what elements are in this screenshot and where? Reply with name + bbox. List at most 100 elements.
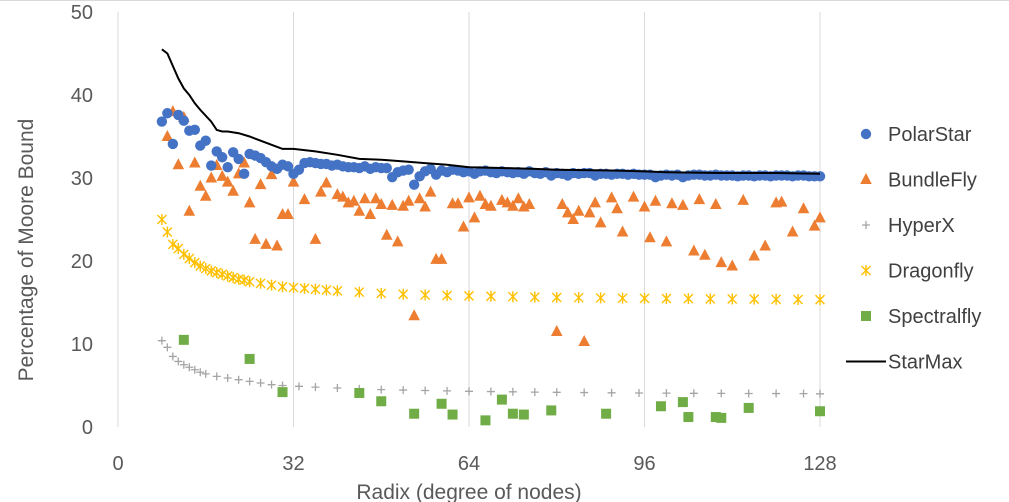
data-point-bundlefly [375, 198, 388, 210]
data-point-bundlefly [523, 198, 536, 210]
data-point-bundlefly [413, 192, 426, 204]
data-point-polarstar [167, 138, 179, 150]
data-point-hyperx [174, 357, 183, 366]
data-point-hyperx [157, 336, 166, 345]
data-point-hyperx [689, 389, 698, 398]
data-point-bundlefly [589, 196, 601, 208]
data-point-bundlefly [507, 199, 519, 211]
data-point-dragonfly [398, 288, 409, 300]
data-point-bundlefly [677, 198, 689, 210]
y-tick-label: 0 [82, 417, 93, 439]
data-point-spectralfly [677, 397, 688, 408]
data-point-polarstar [381, 162, 392, 174]
data-point-hyperx [421, 386, 430, 395]
data-point-spectralfly [409, 408, 420, 419]
data-point-polarstar [178, 115, 190, 126]
data-point-bundlefly [452, 197, 464, 209]
data-point-hyperx [212, 372, 221, 381]
data-point-spectralfly [447, 409, 458, 420]
data-point-dragonfly [529, 291, 540, 303]
data-point-hyperx [163, 343, 172, 352]
legend-swatch-polarstar [860, 128, 872, 140]
legend-item-dragonfly: Dragonfly [861, 261, 974, 283]
series-line-starmax [161, 48, 821, 175]
data-point-dragonfly [178, 248, 189, 260]
data-point-dragonfly [288, 282, 299, 294]
x-tick-label: 96 [633, 453, 655, 475]
data-point-dragonfly [705, 293, 716, 305]
data-point-spectralfly [376, 396, 387, 407]
data-point-bundlefly [260, 237, 272, 249]
data-point-hyperx [486, 387, 495, 396]
data-point-bundlefly [638, 200, 651, 212]
data-point-bundlefly [183, 204, 196, 216]
legend-item-starmax: StarMax [846, 352, 962, 374]
data-point-dragonfly [321, 284, 332, 296]
data-point-polarstar [217, 152, 228, 163]
legend-swatch-spectralfly [861, 311, 871, 321]
data-point-dragonfly [442, 289, 453, 301]
data-point-polarstar [238, 168, 250, 180]
data-point-dragonfly [617, 292, 628, 304]
data-point-bundlefly [249, 232, 261, 244]
data-point-spectralfly [655, 401, 666, 412]
data-point-spectralfly [277, 387, 288, 398]
legend-item-hyperx: HyperX [862, 215, 955, 237]
data-point-bundlefly [364, 208, 377, 220]
data-point-spectralfly [546, 405, 557, 416]
data-point-dragonfly [551, 292, 562, 304]
data-point-hyperx [607, 388, 616, 397]
data-point-bundlefly [353, 204, 366, 216]
data-point-bundlefly [424, 185, 437, 197]
data-point-hyperx [256, 379, 265, 388]
data-point-bundlefly [748, 249, 760, 261]
data-point-bundlefly [594, 216, 607, 228]
data-point-hyperx [580, 388, 589, 397]
plot-area [156, 48, 826, 426]
data-point-dragonfly [573, 292, 584, 304]
data-point-bundlefly [309, 232, 322, 244]
x-tick-label: 128 [803, 453, 836, 475]
y-tick-label: 40 [71, 85, 93, 107]
y-axis-title: Percentage of Moore Bound [15, 119, 38, 382]
data-point-hyperx [530, 388, 539, 397]
data-point-hyperx [816, 389, 824, 398]
data-point-bundlefly [161, 130, 174, 141]
data-point-spectralfly [601, 408, 612, 419]
data-point-bundlefly [419, 200, 431, 212]
data-point-polarstar [189, 124, 200, 136]
data-point-bundlefly [572, 204, 585, 216]
data-point-bundlefly [561, 206, 574, 218]
data-point-bundlefly [216, 169, 229, 181]
data-point-hyperx [635, 388, 644, 397]
data-point-spectralfly [496, 394, 507, 405]
data-point-bundlefly [243, 196, 256, 208]
data-point-spectralfly [743, 402, 754, 413]
data-point-polarstar [206, 160, 217, 171]
data-point-polarstar [408, 179, 420, 190]
data-point-dragonfly [815, 294, 825, 306]
data-point-bundlefly [282, 208, 294, 220]
series-polarstar [156, 108, 826, 190]
data-point-spectralfly [178, 334, 189, 345]
legend-label-polarstar: PolarStar [888, 124, 972, 146]
data-point-hyperx [443, 386, 452, 395]
data-point-hyperx [201, 369, 210, 378]
y-tick-label: 20 [71, 251, 93, 273]
data-point-dragonfly [228, 272, 239, 284]
data-point-dragonfly [485, 290, 496, 302]
x-tick-label: 0 [112, 453, 123, 475]
data-point-bundlefly [227, 184, 239, 196]
data-point-bundlefly [194, 179, 207, 191]
series-dragonfly [156, 214, 825, 306]
data-point-hyperx [311, 383, 320, 392]
data-point-dragonfly [464, 290, 474, 302]
x-tick-label: 32 [282, 453, 304, 475]
data-point-bundlefly [583, 206, 596, 218]
data-point-dragonfly [156, 214, 167, 225]
data-point-bundlefly [369, 192, 382, 204]
data-point-bundlefly [320, 176, 333, 188]
data-point-bundlefly [172, 158, 185, 170]
data-point-bundlefly [205, 171, 218, 183]
legend-item-polarstar: PolarStar [860, 124, 972, 146]
